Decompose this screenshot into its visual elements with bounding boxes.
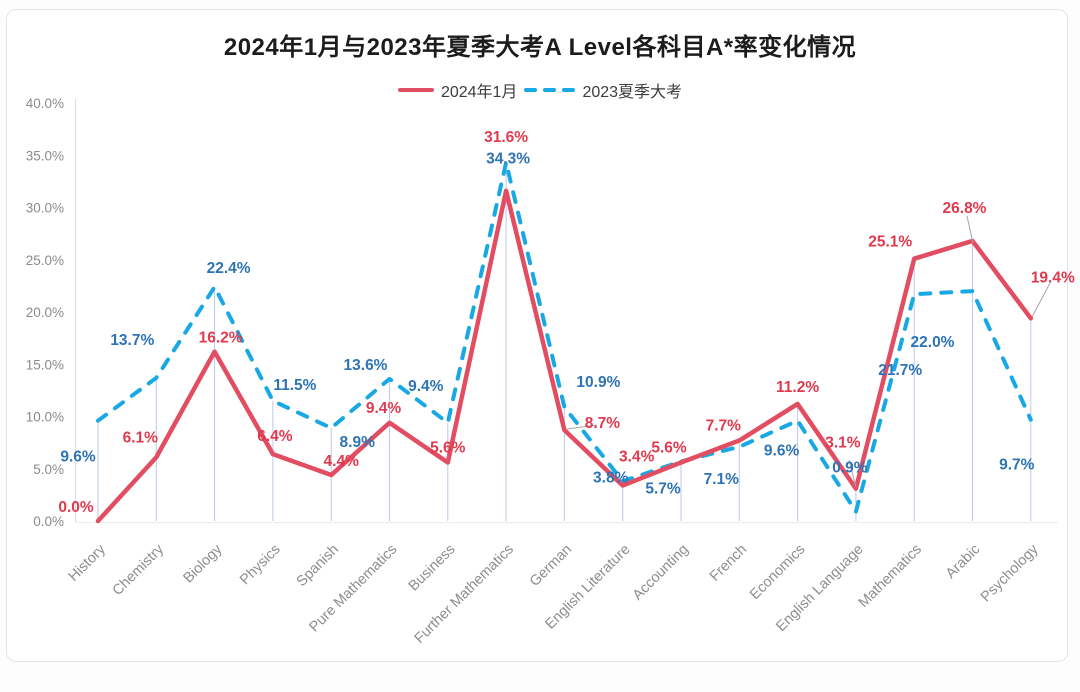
- data-label-2023: 9.4%: [408, 378, 444, 395]
- data-label-2023: 13.7%: [110, 332, 154, 349]
- data-label-2024: 9.4%: [366, 400, 402, 417]
- chart-legend: 2024年1月 2023夏季大考: [0, 78, 1080, 102]
- category-label: Spanish: [294, 542, 342, 590]
- series-line-2024: [95, 188, 1034, 524]
- y-tick-label: 25.0%: [26, 253, 64, 268]
- legend-label-2024: 2024年1月: [440, 84, 518, 101]
- data-label-2023: 21.7%: [878, 362, 922, 379]
- y-tick-label: 20.0%: [26, 305, 64, 320]
- data-label-2024: 3.1%: [825, 435, 861, 452]
- data-label-2024: 5.6%: [651, 439, 687, 456]
- legend-item-2023: 2023夏季大考: [524, 78, 682, 102]
- chart-title: 2024年1月与2023年夏季大考A Level各科目A*率变化情况: [223, 34, 857, 61]
- category-label: German: [527, 542, 575, 590]
- data-label-2024: 26.8%: [943, 200, 987, 217]
- y-tick-label: 15.0%: [26, 357, 64, 372]
- category-label: Economics: [747, 542, 808, 603]
- data-label-2024: 31.6%: [484, 129, 528, 146]
- data-label-2023: 0.9%: [832, 460, 868, 477]
- category-label: Physics: [237, 542, 284, 589]
- category-label: Further Mathematics: [412, 542, 517, 647]
- data-label-2023: 11.5%: [273, 377, 316, 394]
- data-label-2023: 9.7%: [999, 457, 1035, 474]
- legend-label-2023: 2023夏季大考: [582, 84, 683, 101]
- y-tick-label: 0.0%: [33, 514, 64, 529]
- category-label: Psychology: [978, 541, 1042, 605]
- category-label: Arabic: [943, 542, 983, 582]
- data-label-2024: 6.1%: [123, 429, 159, 446]
- y-tick-label: 10.0%: [26, 410, 64, 425]
- label-leader-line: [966, 215, 974, 244]
- data-label-2024: 7.7%: [706, 418, 742, 435]
- data-label-2024: 8.7%: [585, 415, 621, 432]
- data-label-2024: 25.1%: [868, 234, 912, 251]
- y-tick-label: 35.0%: [26, 148, 64, 163]
- data-label-2023: 8.9%: [340, 434, 376, 451]
- data-label-2024: 5.6%: [430, 439, 466, 456]
- legend-swatch-dashed-icon: [524, 88, 576, 92]
- data-label-2024: 11.2%: [776, 379, 819, 396]
- category-label: Chemistry: [110, 541, 168, 599]
- data-label-2024: 6.4%: [257, 428, 293, 445]
- category-label: Biology: [180, 541, 225, 586]
- data-label-2024: 4.4%: [324, 453, 360, 470]
- label-leader-line: [1031, 282, 1051, 318]
- data-label-2023: 34.3%: [486, 151, 530, 168]
- data-label-2023: 3.8%: [593, 469, 629, 486]
- data-label-2023: 7.1%: [704, 471, 740, 488]
- series-line-2023: [96, 160, 1033, 514]
- category-label: History: [66, 541, 110, 585]
- data-label-2024: 3.4%: [619, 448, 655, 465]
- data-label-2023: 22.4%: [207, 260, 251, 277]
- category-label: Mathematics: [856, 542, 925, 611]
- category-label: Business: [406, 542, 459, 595]
- legend-item-2024: 2024年1月: [397, 78, 518, 102]
- data-label-2023: 10.9%: [576, 374, 620, 391]
- label-leader-line: [848, 459, 857, 488]
- category-label: French: [707, 542, 750, 585]
- legend-swatch-solid-icon: [397, 88, 434, 92]
- data-label-2024: 0.0%: [58, 499, 94, 516]
- chart-card: [6, 9, 1068, 662]
- data-label-2024: 19.4%: [1031, 269, 1075, 286]
- y-tick-label: 5.0%: [33, 462, 64, 477]
- data-label-2023: 22.0%: [911, 334, 955, 351]
- data-label-2023: 5.7%: [645, 480, 681, 497]
- y-tick-label: 40.0%: [26, 96, 64, 111]
- data-label-2024: 16.2%: [199, 330, 243, 347]
- data-label-2023: 13.6%: [344, 357, 388, 374]
- data-label-2023: 9.6%: [764, 443, 800, 460]
- y-tick-label: 30.0%: [26, 201, 64, 216]
- label-leader-line: [566, 424, 598, 430]
- category-label: Accounting: [630, 542, 692, 604]
- data-label-2023: 9.6%: [60, 449, 96, 466]
